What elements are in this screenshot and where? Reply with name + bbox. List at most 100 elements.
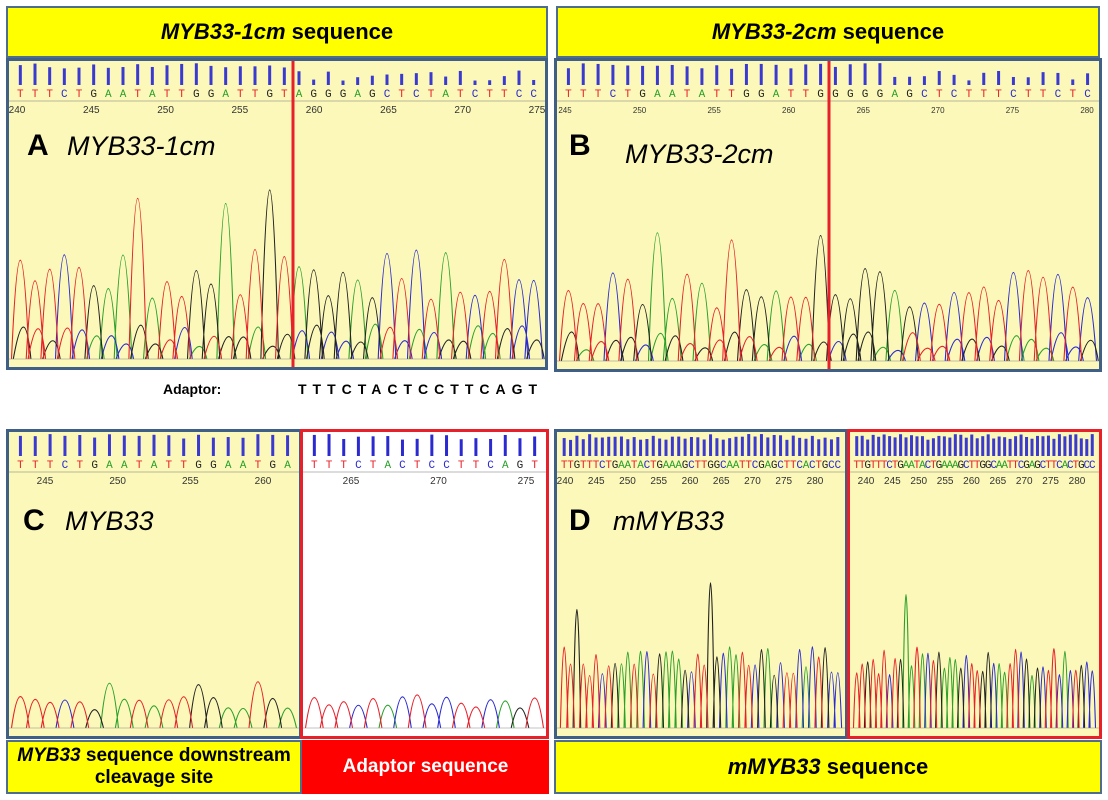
base-call: C bbox=[1084, 89, 1091, 101]
base-call: T bbox=[76, 89, 83, 101]
base-call: A bbox=[240, 460, 247, 472]
panel-label: MYB33 bbox=[65, 506, 154, 536]
quality-bar bbox=[804, 438, 808, 456]
base-call: C bbox=[963, 460, 970, 472]
base-call: G bbox=[1034, 460, 1041, 472]
panel-label: MYB33-2cm bbox=[625, 139, 774, 169]
quality-bar bbox=[986, 434, 990, 456]
position-tick: 260 bbox=[782, 106, 796, 115]
trace-C bbox=[349, 696, 500, 729]
quality-bar bbox=[385, 74, 389, 85]
base-call: G bbox=[91, 460, 98, 472]
quality-bar bbox=[785, 439, 789, 456]
trace-T bbox=[852, 646, 1080, 729]
base-call: A bbox=[699, 89, 706, 101]
quality-bar bbox=[899, 434, 903, 456]
base-call: G bbox=[958, 460, 965, 472]
base-call: A bbox=[618, 460, 625, 472]
quality-bar bbox=[458, 70, 462, 85]
quality-bar bbox=[626, 65, 630, 85]
quality-bar bbox=[106, 67, 110, 85]
quality-bar bbox=[1052, 438, 1056, 456]
base-call: T bbox=[968, 460, 975, 472]
base-call: T bbox=[892, 460, 899, 472]
base-call: G bbox=[1078, 460, 1085, 472]
quality-bar bbox=[772, 434, 776, 456]
quality-bar bbox=[904, 437, 908, 456]
base-call: T bbox=[1051, 460, 1058, 472]
quality-bar bbox=[429, 72, 433, 85]
base-call: T bbox=[966, 89, 973, 101]
base-call: C bbox=[1010, 89, 1017, 101]
position-tick: 265 bbox=[343, 476, 360, 487]
quality-bar bbox=[532, 79, 536, 85]
quality-bar bbox=[753, 436, 757, 456]
quality-bar bbox=[180, 63, 184, 85]
base-call: A bbox=[891, 89, 898, 101]
base-call: C bbox=[1083, 460, 1090, 472]
base-call: T bbox=[1025, 89, 1032, 101]
quality-bar bbox=[253, 66, 257, 85]
base-call: A bbox=[222, 89, 229, 101]
position-tick: 275 bbox=[775, 476, 792, 487]
base-call: T bbox=[650, 460, 657, 472]
base-call: T bbox=[32, 460, 39, 472]
base-call: T bbox=[624, 89, 631, 101]
base-call: C bbox=[752, 460, 759, 472]
base-call: G bbox=[906, 89, 913, 101]
quality-bar bbox=[1026, 77, 1030, 85]
base-call: C bbox=[530, 89, 537, 101]
base-call: T bbox=[713, 89, 720, 101]
base-call: A bbox=[502, 460, 509, 472]
base-call: T bbox=[486, 89, 493, 101]
quality-bar bbox=[611, 64, 615, 85]
position-tick: 245 bbox=[83, 105, 100, 116]
base-call: T bbox=[853, 460, 860, 472]
quality-bar bbox=[893, 437, 897, 456]
quality-bar bbox=[473, 80, 477, 85]
base-call: G bbox=[266, 89, 273, 101]
quality-bar bbox=[613, 436, 617, 456]
base-call: C bbox=[777, 460, 784, 472]
quality-bar bbox=[866, 439, 870, 456]
quality-bar bbox=[271, 434, 275, 456]
panel-label: MYB33-1cm bbox=[67, 131, 216, 161]
base-call: T bbox=[1040, 89, 1047, 101]
base-call: T bbox=[914, 460, 921, 472]
quality-bar bbox=[209, 65, 213, 85]
position-tick: 275 bbox=[1006, 106, 1020, 115]
quality-bar bbox=[942, 436, 946, 456]
trace-G bbox=[85, 684, 283, 729]
quality-bar bbox=[474, 438, 478, 456]
base-call: T bbox=[1007, 460, 1014, 472]
trace-C bbox=[55, 699, 75, 729]
quality-bar bbox=[759, 63, 763, 85]
banner-mmyb33: mMYB33 sequence bbox=[554, 740, 1102, 794]
quality-bar bbox=[569, 439, 573, 456]
base-call: G bbox=[612, 460, 619, 472]
base-call: T bbox=[875, 460, 882, 472]
base-call: C bbox=[384, 89, 391, 101]
banner-gene: MYB33 bbox=[17, 745, 81, 767]
base-call: A bbox=[803, 460, 810, 472]
quality-bar bbox=[798, 437, 802, 456]
quality-bar bbox=[33, 63, 37, 85]
trace-C bbox=[885, 651, 1097, 729]
quality-bar bbox=[641, 65, 645, 85]
quality-bar bbox=[791, 435, 795, 456]
base-call: A bbox=[941, 460, 948, 472]
base-call: G bbox=[832, 89, 839, 101]
trace-T bbox=[559, 646, 824, 729]
base-call: A bbox=[637, 460, 644, 472]
base-call: C bbox=[472, 89, 479, 101]
base-call: T bbox=[164, 89, 171, 101]
quality-bar bbox=[1011, 76, 1015, 85]
quality-bar bbox=[1003, 437, 1007, 456]
trace-T bbox=[10, 198, 514, 360]
quality-bar bbox=[664, 439, 668, 456]
quality-bar bbox=[833, 66, 837, 85]
base-call: T bbox=[995, 89, 1002, 101]
base-call: T bbox=[561, 460, 568, 472]
base-call: A bbox=[121, 460, 128, 472]
